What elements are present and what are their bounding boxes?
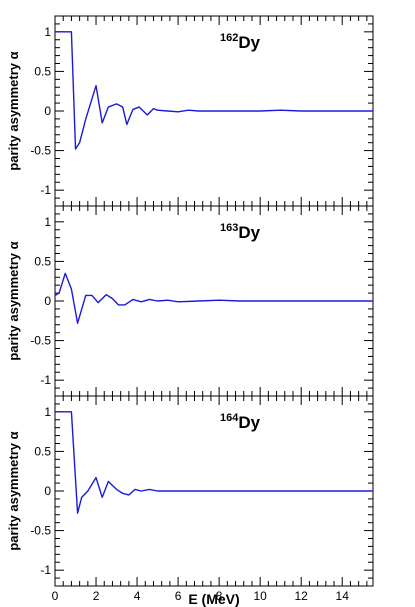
panel-middle: 1 0.5 0 -0.5 -1 163Dy parity asymmetry α xyxy=(6,205,374,397)
x-tick-label: 10 xyxy=(253,589,267,603)
isotope-label: 164Dy xyxy=(220,412,261,432)
y-tick-label: 1 xyxy=(44,215,51,229)
isotope-label: 163Dy xyxy=(220,222,261,242)
isotope-label: 162Dy xyxy=(220,32,261,52)
y-tick-label: -0.5 xyxy=(30,524,51,538)
y-tick-label: 0.5 xyxy=(34,64,51,78)
y-tick-label: 0.5 xyxy=(34,444,51,458)
y-tick-label: 0 xyxy=(44,484,51,498)
y-tick-label: 1 xyxy=(44,25,51,39)
y-tick-label: -1 xyxy=(40,563,51,577)
isotope-mass: 164 xyxy=(220,412,239,424)
y-tick-label: 1 xyxy=(44,405,51,419)
isotope-mass: 163 xyxy=(220,222,238,234)
x-tick-label: 4 xyxy=(134,589,141,603)
y-axis-label: parity asymmetry α xyxy=(6,51,21,170)
x-tick-label: 2 xyxy=(93,589,100,603)
series-line-162dy xyxy=(55,31,373,150)
isotope-symbol: Dy xyxy=(238,223,260,242)
y-tick-label: -0.5 xyxy=(30,334,51,348)
panel-top: 1 0.5 0 -0.5 -1 162Dy parity asymmetry α xyxy=(6,15,374,207)
isotope-symbol: Dy xyxy=(238,33,260,52)
x-tick-label: 6 xyxy=(175,589,182,603)
y-tick-label: -0.5 xyxy=(30,144,51,158)
x-tick-label: 14 xyxy=(336,589,350,603)
y-tick-label: -1 xyxy=(40,183,51,197)
series-line-163dy xyxy=(54,272,373,324)
x-tick-label: 12 xyxy=(295,589,309,603)
x-tick-label: 8 xyxy=(216,589,223,603)
x-tick-label: 0 xyxy=(52,589,59,603)
y-tick-label: 0 xyxy=(44,294,51,308)
y-tick-label: 0.5 xyxy=(34,254,51,268)
isotope-symbol: Dy xyxy=(238,413,260,432)
series-line-164dy xyxy=(55,411,373,514)
y-axis-label: parity asymmetry α xyxy=(6,241,21,360)
x-axis-label: E (MeV) xyxy=(188,591,239,607)
isotope-mass: 162 xyxy=(220,32,238,44)
y-tick-label: -1 xyxy=(40,373,51,387)
y-axis-label: parity asymmetry α xyxy=(6,431,21,550)
y-tick-label: 0 xyxy=(44,104,51,118)
